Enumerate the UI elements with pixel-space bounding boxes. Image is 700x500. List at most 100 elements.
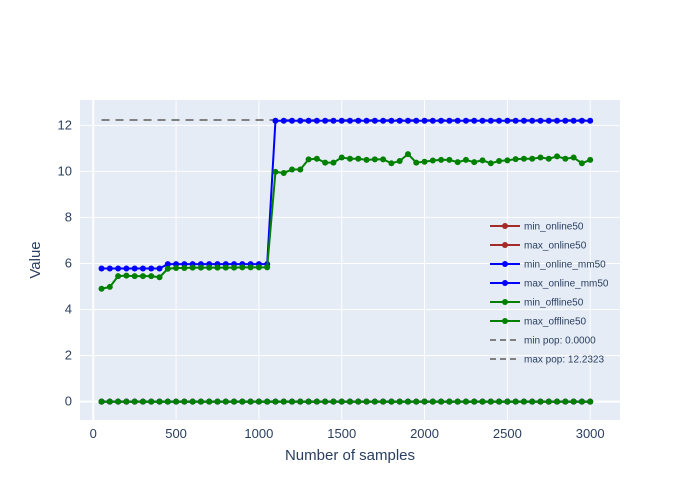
data-point	[239, 398, 246, 405]
data-point	[98, 285, 105, 292]
y-tick-label: 12	[58, 117, 72, 132]
data-point	[297, 117, 304, 124]
data-point	[289, 117, 296, 124]
data-point	[355, 117, 362, 124]
data-point	[206, 264, 213, 271]
data-point	[363, 398, 370, 405]
data-point	[148, 398, 155, 405]
data-point	[338, 154, 345, 161]
x-tick-label: 3000	[576, 426, 605, 441]
data-point	[545, 398, 552, 405]
legend-label: max pop: 12.2323	[524, 355, 604, 366]
data-point	[297, 398, 304, 405]
x-tick-label: 1000	[244, 426, 273, 441]
legend-marker	[502, 280, 508, 286]
data-point	[131, 265, 138, 272]
data-point	[520, 155, 527, 162]
data-point	[537, 154, 544, 161]
data-point	[347, 117, 353, 124]
series-min-offline50	[98, 398, 594, 405]
data-point	[255, 398, 262, 405]
series-max-online-mm50	[98, 117, 594, 272]
data-point	[131, 398, 138, 405]
legend: min_online50 max_online50 min_online_mm50m…	[490, 222, 609, 366]
data-point	[272, 398, 279, 405]
data-point	[272, 168, 279, 175]
data-point	[156, 398, 163, 405]
data-point	[429, 157, 436, 164]
data-point	[504, 117, 511, 124]
data-point	[355, 155, 362, 162]
y-tick-label: 0	[65, 394, 72, 409]
data-point	[156, 265, 163, 272]
data-point	[239, 264, 246, 271]
data-point	[338, 117, 345, 124]
data-point	[578, 398, 585, 405]
data-point	[578, 117, 585, 124]
data-point	[115, 265, 122, 272]
x-axis-title: Number of samples	[285, 447, 415, 464]
legend-item: max_offline50	[490, 317, 587, 328]
data-point	[512, 156, 519, 163]
data-point	[355, 398, 362, 405]
data-point	[446, 398, 453, 405]
data-point	[380, 156, 387, 163]
data-point	[421, 398, 428, 405]
data-point	[148, 273, 155, 280]
data-point	[330, 398, 337, 405]
data-point	[479, 398, 486, 405]
data-point	[231, 264, 238, 271]
data-point	[454, 398, 461, 405]
data-point	[454, 117, 461, 124]
data-point	[471, 159, 478, 166]
data-point	[305, 117, 312, 124]
data-point	[330, 159, 337, 166]
legend-label: min_online50	[524, 222, 584, 233]
data-point	[520, 398, 527, 405]
data-point	[264, 398, 271, 405]
y-tick-label: 2	[65, 348, 72, 363]
y-tick-label: 6	[65, 255, 72, 270]
data-point	[512, 117, 519, 124]
data-point	[222, 264, 229, 271]
data-point	[496, 117, 503, 124]
data-point	[404, 117, 411, 124]
x-tick-label: 1500	[327, 426, 356, 441]
data-point	[181, 398, 188, 405]
data-point	[289, 166, 296, 173]
legend-marker	[502, 223, 508, 229]
data-point	[363, 117, 370, 124]
data-point	[313, 155, 320, 162]
data-point	[578, 160, 585, 167]
data-point	[529, 398, 536, 405]
legend-item: max_online50	[490, 241, 587, 252]
data-point	[396, 117, 403, 124]
data-point	[413, 117, 420, 124]
data-point	[272, 117, 279, 124]
data-point	[570, 154, 577, 161]
data-point	[380, 398, 387, 405]
series-layer	[98, 117, 594, 405]
data-point	[562, 117, 569, 124]
data-point	[222, 398, 229, 405]
data-point	[554, 153, 561, 160]
legend-marker	[502, 318, 508, 324]
data-point	[471, 398, 478, 405]
data-point	[446, 117, 453, 124]
data-point	[554, 398, 561, 405]
data-point	[280, 398, 287, 405]
data-point	[421, 158, 428, 165]
legend-label: min_online_mm50	[524, 260, 606, 271]
data-point	[438, 398, 445, 405]
data-point	[371, 117, 378, 124]
legend-label: max_online_mm50	[524, 279, 609, 290]
data-point	[404, 398, 411, 405]
data-point	[106, 283, 113, 290]
data-point	[487, 160, 494, 167]
data-point	[487, 398, 494, 405]
data-point	[396, 398, 403, 405]
x-tick-label: 0	[90, 426, 97, 441]
data-point	[429, 117, 436, 124]
data-point	[413, 398, 420, 405]
